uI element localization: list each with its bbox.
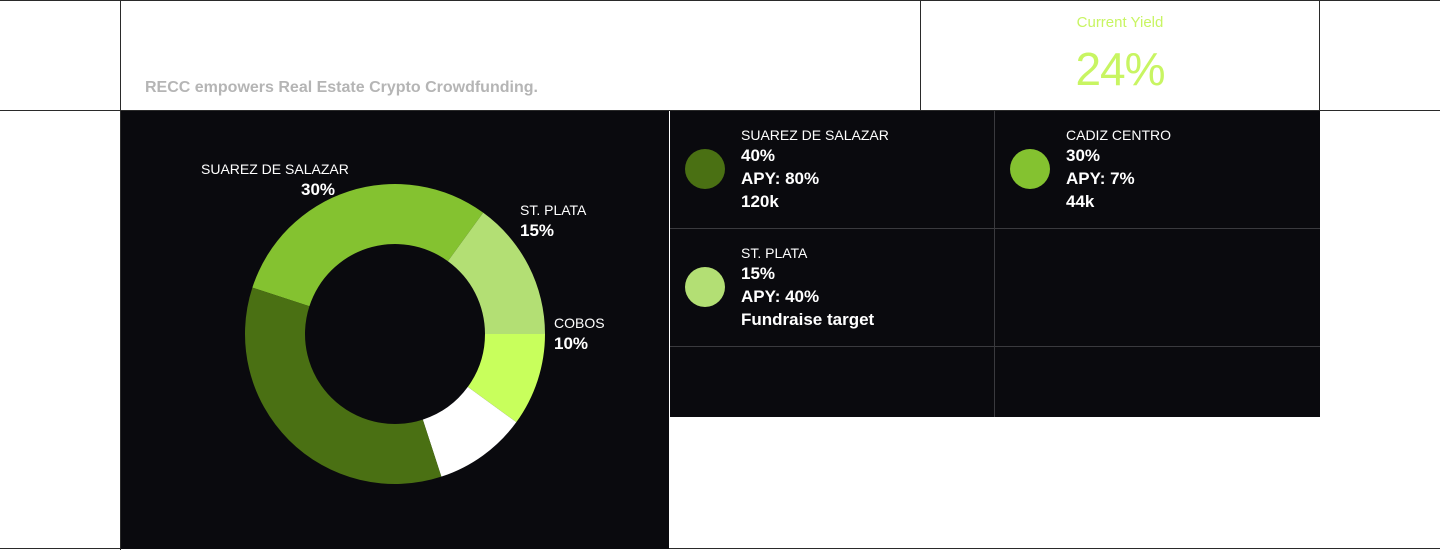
current-yield-value: 24% xyxy=(1075,43,1165,95)
current-yield-label: Current Yield xyxy=(1076,14,1164,31)
donut-slice-2[interactable] xyxy=(467,334,545,423)
property-apy: APY: 40% xyxy=(741,287,820,306)
property-name: SUAREZ DE SALAZAR xyxy=(741,127,889,143)
slice-label-suarez: SUAREZ DE SALAZAR xyxy=(201,161,349,177)
property-apy: APY: 80% xyxy=(741,169,820,188)
property-share: 40% xyxy=(741,146,776,165)
grid-row-divider-1 xyxy=(670,228,1320,229)
header-divider xyxy=(920,0,921,111)
color-swatch xyxy=(1010,149,1050,189)
property-amount: 44k xyxy=(1066,192,1095,211)
chart-panel: SUAREZ DE SALAZAR 30% ST. PLATA 15% COBO… xyxy=(121,111,669,549)
color-swatch xyxy=(685,267,725,307)
grid-vertical-divider xyxy=(994,111,995,417)
property-name: CADIZ CENTRO xyxy=(1066,127,1171,143)
allocation-donut-chart xyxy=(244,183,545,484)
donut-slice-1[interactable] xyxy=(447,212,545,334)
frame-left-border xyxy=(120,0,121,550)
property-card-plata[interactable]: ST. PLATA 15% APY: 40% Fundraise target xyxy=(670,229,994,346)
slice-value-suarez: 30% xyxy=(301,180,336,199)
property-share: 30% xyxy=(1066,146,1101,165)
donut-slice-3[interactable] xyxy=(422,386,517,477)
footer-border xyxy=(0,548,1440,549)
header-bottom-border xyxy=(0,110,1440,111)
slice-label-plata: ST. PLATA xyxy=(520,202,587,218)
grid-row-divider-2 xyxy=(670,346,1320,347)
property-card-suarez[interactable]: SUAREZ DE SALAZAR 40% APY: 80% 120k xyxy=(670,111,994,228)
donut-slice-0[interactable] xyxy=(252,183,484,307)
property-name: ST. PLATA xyxy=(741,245,808,261)
tagline: RECC empowers Real Estate Crypto Crowdfu… xyxy=(145,79,538,96)
property-apy: APY: 7% xyxy=(1066,169,1135,188)
property-amount: 120k xyxy=(741,192,779,211)
donut-slice-4[interactable] xyxy=(244,287,442,484)
color-swatch xyxy=(685,149,725,189)
cards-panel: SUAREZ DE SALAZAR 40% APY: 80% 120k CADI… xyxy=(670,111,1320,417)
property-target: Fundraise target xyxy=(741,310,875,329)
frame-right-border xyxy=(1319,0,1320,111)
slice-value-plata: 15% xyxy=(520,221,555,240)
property-share: 15% xyxy=(741,264,776,283)
header-top-border xyxy=(0,0,1440,1)
slice-value-cobos: 10% xyxy=(554,334,589,353)
slice-label-cobos: COBOS xyxy=(554,315,605,331)
property-card-cadiz[interactable]: CADIZ CENTRO 30% APY: 7% 44k xyxy=(995,111,1320,228)
